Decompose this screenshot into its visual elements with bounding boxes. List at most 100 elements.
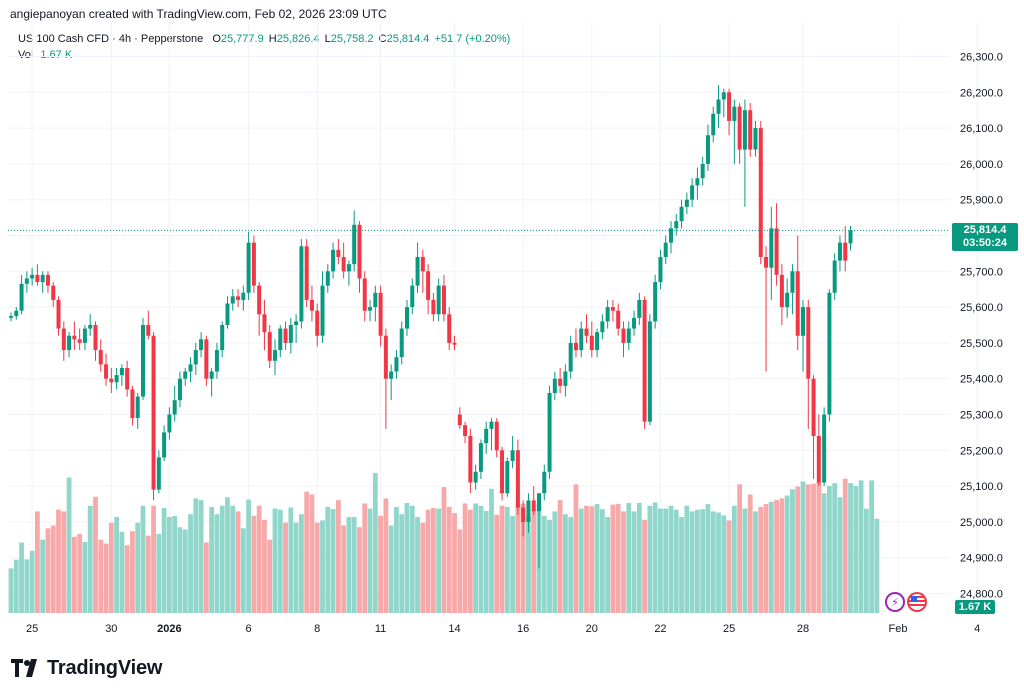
candle-body bbox=[542, 471, 547, 494]
volume-bar bbox=[710, 511, 716, 613]
candle-body bbox=[257, 285, 262, 315]
volume-bar bbox=[277, 509, 283, 613]
candle-body bbox=[531, 500, 536, 512]
volume-bar bbox=[827, 485, 832, 613]
candle-body bbox=[811, 378, 816, 436]
candle-body bbox=[774, 228, 779, 275]
volume-bar bbox=[209, 506, 215, 613]
symbol-name[interactable]: US 100 Cash CFD · 4h · Pepperstone bbox=[18, 33, 204, 45]
volume-bar bbox=[66, 477, 72, 613]
volume-bar bbox=[130, 531, 135, 613]
volume-bar bbox=[357, 527, 362, 613]
candle-body bbox=[262, 314, 267, 333]
volume-bar bbox=[219, 505, 225, 613]
us-flag-icon[interactable] bbox=[907, 592, 927, 612]
volume-bar bbox=[61, 511, 67, 613]
last-price-value: 25,814.4 bbox=[963, 224, 1007, 237]
volume-bar bbox=[652, 502, 658, 613]
candle-body bbox=[352, 224, 357, 265]
volume-bar bbox=[320, 520, 325, 613]
volume-bar bbox=[541, 515, 547, 613]
volume-bar bbox=[256, 505, 262, 613]
volume-bar bbox=[668, 505, 674, 613]
candle-body bbox=[378, 292, 383, 336]
candle-body bbox=[19, 283, 24, 311]
volume-bar bbox=[848, 483, 853, 613]
time-tick-label: 2026 bbox=[157, 623, 181, 635]
candle-body bbox=[141, 325, 145, 397]
time-tick-label: 4 bbox=[974, 623, 980, 635]
candle-body bbox=[309, 299, 314, 311]
candle-body bbox=[827, 292, 832, 415]
volume-bar bbox=[663, 508, 669, 613]
volume-bar bbox=[731, 505, 737, 613]
lightning-icon[interactable]: ⚡ bbox=[885, 592, 905, 612]
candle-body bbox=[737, 106, 742, 150]
volume-bar bbox=[341, 525, 347, 613]
candle-body bbox=[146, 325, 151, 336]
volume-bar bbox=[420, 522, 426, 613]
volume-bar bbox=[626, 502, 632, 613]
candle-body bbox=[30, 274, 35, 279]
candle-body bbox=[647, 321, 652, 422]
volume-value: 1.67 K bbox=[40, 49, 73, 61]
candle-body bbox=[758, 128, 763, 257]
candle-body bbox=[690, 185, 695, 200]
volume-bar bbox=[108, 522, 114, 613]
volume-bar bbox=[378, 515, 383, 613]
last-price-tag: 25,814.4 03:50:24 bbox=[952, 223, 1018, 252]
volume-tag: 1.67 K bbox=[955, 600, 995, 614]
candle-body bbox=[515, 450, 520, 508]
volume-bar bbox=[642, 519, 647, 613]
candle-body bbox=[93, 325, 98, 351]
brand-name: TradingView bbox=[47, 656, 163, 679]
price-tick-label: 25,200.0 bbox=[960, 445, 1003, 457]
volume-bar bbox=[351, 517, 357, 613]
volume-bar bbox=[811, 483, 816, 613]
volume-bar bbox=[510, 515, 515, 613]
volume-bar bbox=[467, 509, 473, 613]
candle-body bbox=[537, 493, 541, 512]
volume-bar bbox=[388, 525, 394, 613]
candle-body bbox=[616, 310, 621, 329]
price-tick-label: 25,500.0 bbox=[960, 338, 1003, 350]
volume-bar bbox=[431, 508, 436, 613]
volume-bar bbox=[737, 484, 743, 613]
candle-body bbox=[579, 328, 584, 351]
candle-body bbox=[600, 321, 605, 333]
candle-body bbox=[441, 285, 446, 315]
volume-bar bbox=[182, 529, 188, 613]
volume-bar bbox=[8, 568, 14, 613]
volume-label[interactable]: Vol bbox=[18, 49, 34, 61]
tradingview-logo[interactable]: TradingView bbox=[11, 655, 162, 681]
volume-bar bbox=[409, 505, 415, 613]
candle-body bbox=[521, 507, 526, 522]
candle-body bbox=[478, 443, 483, 472]
candle-body bbox=[806, 307, 811, 379]
time-tick-label: 16 bbox=[517, 623, 529, 635]
volume-bar bbox=[563, 514, 568, 613]
volume-bar bbox=[457, 529, 463, 613]
volume-bar bbox=[726, 520, 732, 613]
time-axis: 25 30 2026 6 8 11 14 16 20 22 25 28 Feb 4 bbox=[26, 623, 980, 635]
candle-body bbox=[457, 414, 462, 426]
time-tick-label: 22 bbox=[654, 623, 666, 635]
candle-body bbox=[431, 299, 436, 315]
candle-body bbox=[605, 307, 610, 322]
candle-body bbox=[420, 256, 425, 272]
candle-body bbox=[526, 500, 531, 522]
candle-body bbox=[394, 357, 399, 372]
volume-bar bbox=[40, 539, 46, 613]
volume-bar bbox=[605, 517, 611, 613]
volume-bar bbox=[251, 515, 257, 613]
close-value: 25,814.4 bbox=[386, 33, 430, 45]
candle-body bbox=[510, 450, 515, 462]
volume-bar bbox=[119, 531, 125, 613]
candle-body bbox=[769, 228, 774, 268]
candle-body bbox=[362, 278, 367, 311]
volume-bar bbox=[161, 508, 167, 613]
candle-body bbox=[716, 99, 721, 114]
volume-bar bbox=[821, 493, 827, 613]
volume-bar bbox=[832, 483, 838, 613]
